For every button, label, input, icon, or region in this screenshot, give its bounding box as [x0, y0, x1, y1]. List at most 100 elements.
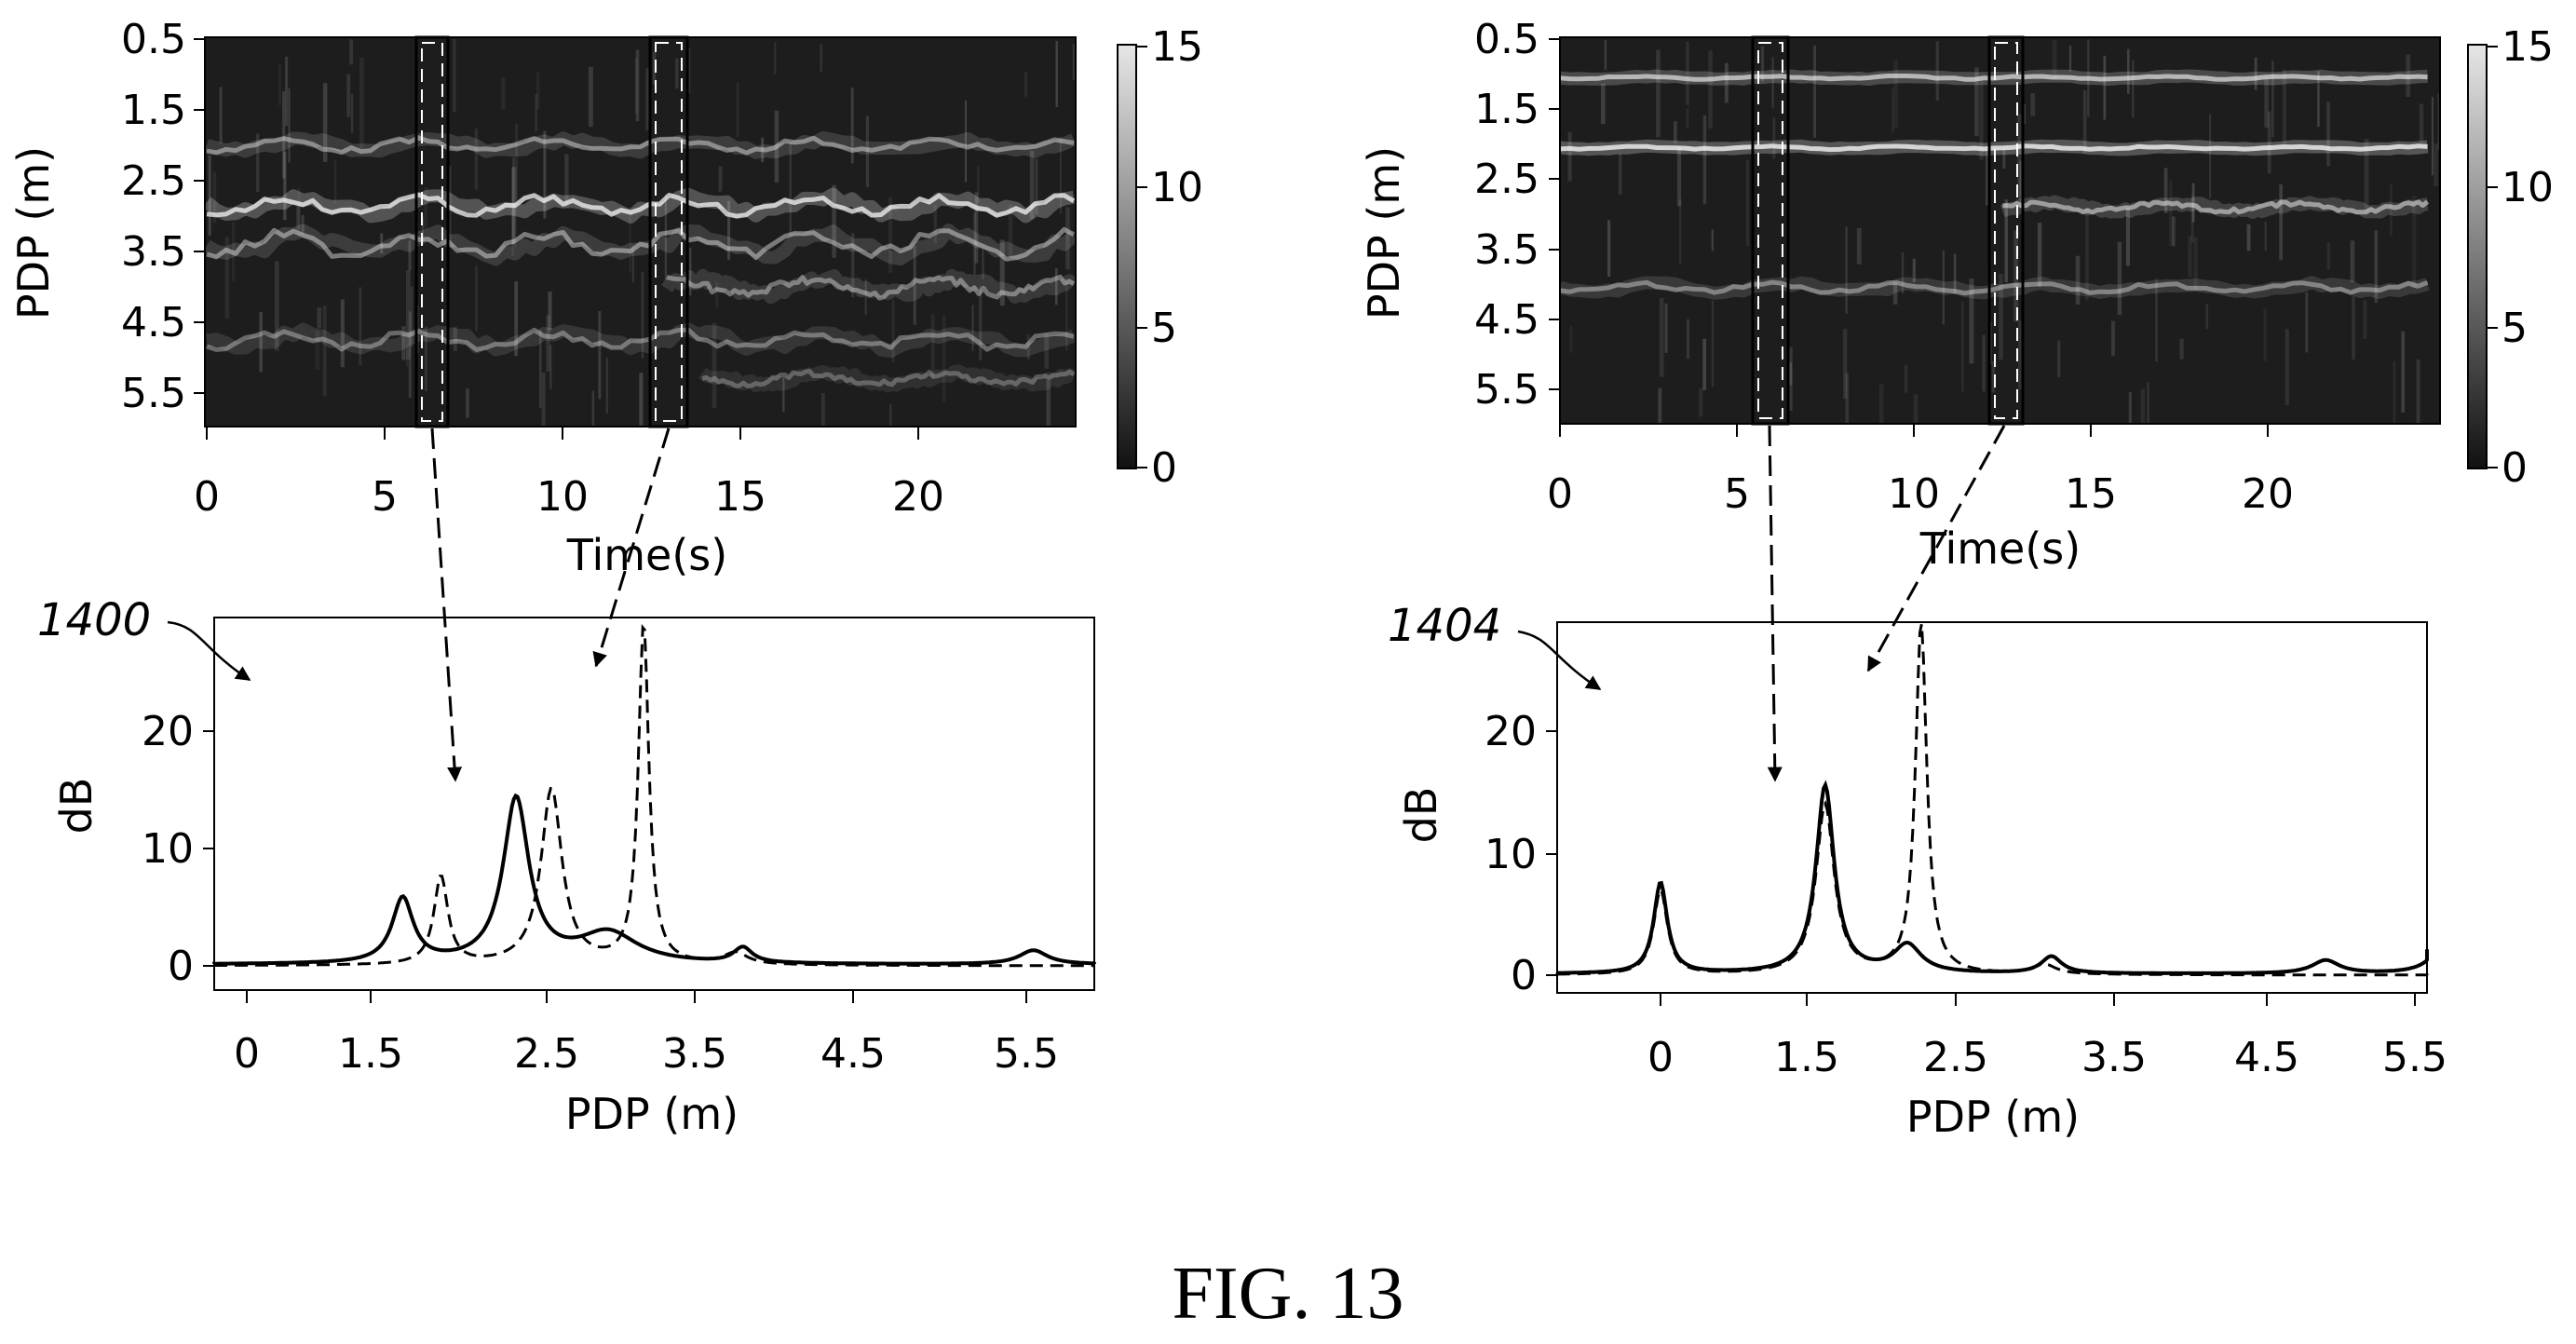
- heatmap-streak: [1702, 338, 1706, 390]
- heatmap-streak: [2282, 69, 2286, 145]
- heatmap-streak: [864, 279, 867, 315]
- heatmap-streak: [1619, 154, 1622, 195]
- heatmap-streak: [514, 281, 518, 357]
- heatmap-band: [2002, 199, 2430, 215]
- heatmap-streak: [1677, 146, 1682, 207]
- heatmap-streak: [634, 58, 638, 114]
- heatmap-streak: [401, 326, 406, 360]
- heatmap-streak: [224, 237, 230, 319]
- heatmap-streak: [2416, 359, 2420, 424]
- heatmap-streak: [1686, 108, 1689, 129]
- heatmap-streak: [475, 265, 478, 332]
- heatmap-streak: [453, 326, 457, 351]
- right-colorbar-tick: 10: [2501, 164, 2554, 211]
- left-spectrum-ylabel: dB: [51, 778, 102, 835]
- heatmap-streak: [977, 166, 980, 203]
- left-spectrum: 0 10 20 0 1.5 2.5 3.5 4.5 5.5 dB PDP (m): [51, 617, 1096, 1139]
- heatmap-streak: [820, 44, 823, 73]
- right-heatmap-xtick: 10: [1888, 470, 1940, 518]
- heatmap-streak: [275, 261, 279, 351]
- left-heatmap-ytick: 2.5: [121, 157, 186, 205]
- left-colorbar-tick: 10: [1151, 164, 1203, 211]
- right-colorbar-tick: 5: [2501, 305, 2528, 352]
- heatmap-streak: [782, 377, 785, 413]
- right-colorbar: 15 10 5 0: [2467, 23, 2554, 492]
- heatmap-streak: [2002, 149, 2006, 169]
- heatmap-streak: [1686, 41, 1689, 105]
- heatmap-streak: [1953, 253, 1957, 294]
- heatmap-streak: [1912, 258, 1916, 282]
- right-window-2-inner: [1994, 42, 2018, 419]
- heatmap-streak: [2068, 46, 2072, 72]
- heatmap-streak: [1979, 78, 1984, 160]
- heatmap-streak: [1044, 333, 1050, 369]
- right-spectrum-xtick: 3.5: [2081, 1034, 2147, 1081]
- heatmap-streak: [2393, 360, 2396, 424]
- heatmap-streak: [333, 160, 337, 204]
- heatmap-streak: [1845, 226, 1848, 314]
- heatmap-streak: [1856, 227, 1862, 265]
- heatmap-streak: [2326, 242, 2331, 270]
- heatmap-streak: [675, 58, 679, 89]
- heatmap-streak: [971, 305, 974, 351]
- heatmap-streak: [410, 286, 414, 347]
- right-colorbar-tick: 0: [2501, 444, 2528, 492]
- heatmap-streak: [1699, 388, 1703, 417]
- heatmap-streak: [2132, 60, 2135, 118]
- heatmap-streak: [2209, 114, 2212, 198]
- heatmap-streak: [2271, 61, 2274, 138]
- left-spectrum-solid-curve: [212, 793, 1096, 966]
- heatmap-streak: [1065, 207, 1070, 270]
- heatmap-streak: [317, 306, 322, 329]
- heatmap-streak: [359, 287, 362, 366]
- heatmap-streak: [727, 200, 731, 260]
- left-heatmap-ytick: 3.5: [121, 228, 186, 276]
- right-spectrum-ytick: 10: [1485, 831, 1537, 878]
- heatmap-streak: [232, 222, 236, 282]
- right-window-1: [1751, 35, 1790, 426]
- right-heatmap-bands: [1558, 39, 2442, 424]
- heatmap-streak: [821, 393, 825, 427]
- heatmap-streak: [774, 42, 777, 75]
- heatmap-streak: [1607, 220, 1611, 278]
- heatmap-streak: [2004, 199, 2008, 283]
- heatmap-streak: [982, 248, 984, 279]
- left-heatmap-xtick: 5: [372, 473, 398, 521]
- heatmap-streak: [865, 115, 869, 187]
- heatmap-band: [203, 224, 1078, 266]
- heatmap-streak: [301, 214, 305, 235]
- heatmap-streak: [511, 168, 514, 256]
- heatmap-streak: [1891, 88, 1894, 133]
- heatmap-streak: [283, 151, 287, 221]
- heatmap-streak: [448, 166, 452, 239]
- right-heatmap-xtick: 5: [1724, 470, 1750, 518]
- right-spectrum-x-ticks: 0 1.5 2.5 3.5 4.5 5.5: [1647, 993, 2447, 1081]
- heatmap-streak: [536, 72, 540, 109]
- heatmap-streak: [2030, 93, 2036, 116]
- heatmap-streak: [1664, 303, 1668, 353]
- left-heatmap-xtick: 0: [194, 473, 220, 521]
- heatmap-streak: [1760, 46, 1765, 82]
- heatmap-streak: [1724, 62, 1729, 103]
- heatmap-streak: [999, 239, 1005, 306]
- left-spectrum-ytick: 20: [142, 708, 194, 755]
- heatmap-streak: [598, 311, 602, 400]
- heatmap-streak: [2205, 304, 2209, 330]
- heatmap-streak: [474, 128, 479, 190]
- heatmap-streak: [359, 57, 364, 149]
- heatmap-streak: [322, 305, 327, 397]
- heatmap-streak: [1942, 250, 1945, 325]
- left-heatmap-ytick: 0.5: [121, 16, 186, 63]
- heatmap-streak: [406, 345, 409, 367]
- heatmap-streak: [2317, 71, 2320, 128]
- heatmap-band: [206, 135, 1075, 156]
- heatmap-streak: [539, 330, 542, 409]
- left-window-1: [414, 35, 450, 428]
- right-spectrum-xtick: 2.5: [1923, 1034, 1988, 1081]
- heatmap-streak: [2264, 78, 2269, 129]
- heatmap-streak: [889, 403, 892, 427]
- right-spectrum-dashed-curve: [1555, 623, 2429, 977]
- left-spectrum-ytick: 10: [142, 825, 194, 873]
- heatmap-streak: [1708, 50, 1713, 129]
- heatmap-streak: [535, 93, 538, 131]
